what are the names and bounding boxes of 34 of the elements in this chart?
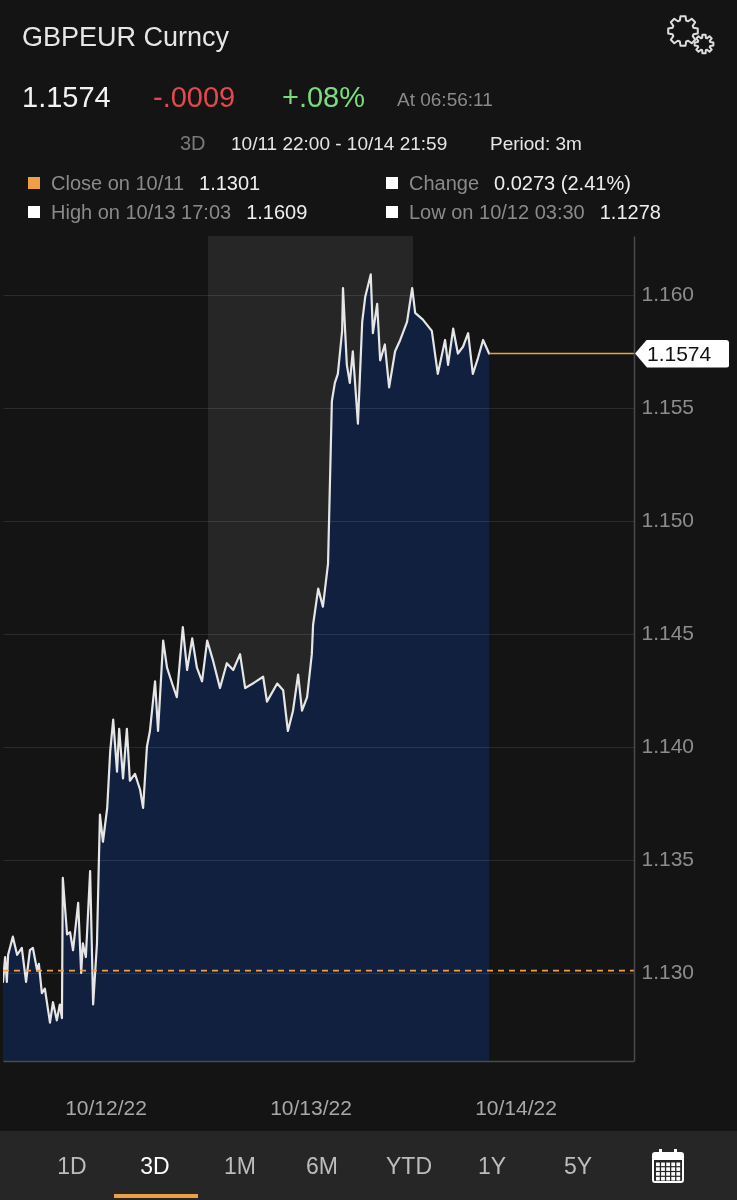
ref-line-label: 1.1574 — [647, 342, 712, 366]
x-tick-label: 10/14/22 — [475, 1095, 557, 1119]
text: 1D — [57, 1152, 87, 1179]
text: -.0009 — [153, 80, 236, 113]
text: 1.1574 — [22, 80, 111, 113]
text: 1M — [224, 1152, 256, 1179]
text: 1.1609 — [246, 201, 308, 223]
text: 0.0273 (2.41%) — [494, 172, 631, 194]
x-tick-label: 10/12/22 — [65, 1095, 147, 1119]
text: 1Y — [477, 1152, 507, 1179]
y-tick-label: 1.145 — [641, 621, 695, 645]
y-tick-label: 1.135 — [641, 847, 695, 871]
y-tick-label: 1.155 — [641, 395, 695, 419]
text: High on 10/13 17:03 — [51, 201, 232, 223]
text: Period: 3m — [490, 132, 582, 154]
text: 3D — [140, 1152, 170, 1179]
chart-title: GBPEUR Curncy — [22, 21, 230, 52]
x-tick-label: 10/13/22 — [270, 1095, 352, 1119]
y-tick-label: 1.130 — [641, 960, 695, 984]
text: 5Y — [563, 1152, 593, 1179]
y-tick-label: 1.140 — [641, 734, 695, 758]
text: 1.1278 — [599, 201, 661, 223]
y-tick-label: 1.150 — [641, 508, 695, 532]
text: At 06:56:11 — [397, 88, 493, 110]
text: Low on 10/12 03:30 — [409, 201, 585, 223]
text: 3D — [180, 132, 206, 154]
text: Close on 10/11 — [51, 172, 185, 194]
text: YTD — [386, 1152, 432, 1179]
text: Change — [409, 172, 480, 194]
y-tick-label: 1.160 — [641, 282, 695, 306]
text: 6M — [306, 1152, 338, 1179]
text: 1.1301 — [199, 172, 261, 194]
text: +.08% — [282, 80, 366, 113]
text: 10/11 22:00 - 10/14 21:59 — [231, 132, 448, 154]
